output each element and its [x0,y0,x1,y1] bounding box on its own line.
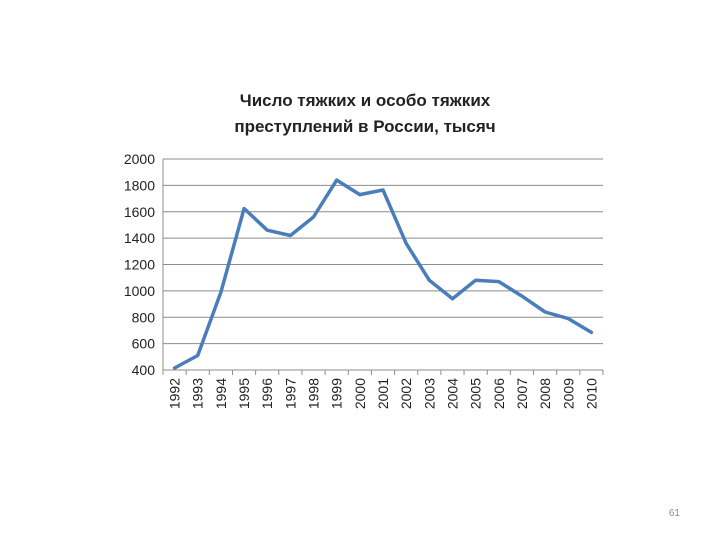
x-tick-label: 1996 [259,378,275,409]
x-tick-label: 2008 [537,378,553,409]
x-tick-label: 1997 [282,378,298,409]
slide-number: 61 [668,508,680,519]
y-tick-label: 2000 [124,151,155,167]
y-tick-label: 1400 [124,230,155,246]
x-tick-label: 2001 [375,378,391,409]
series-line [172,178,594,370]
x-tick-label: 2006 [491,378,507,409]
x-tick-label: 1994 [213,378,229,409]
x-tick-label: 2010 [583,378,599,409]
x-tick-label: 1992 [167,378,183,409]
x-tick-label: 1999 [329,378,345,409]
x-tick-label: 2000 [352,378,368,409]
y-tick-label: 1200 [124,257,155,273]
x-tick-label: 2007 [514,378,530,409]
x-tick-label: 1993 [190,378,206,409]
x-tick-label: 2009 [560,378,576,409]
y-tick-label: 1600 [124,204,155,220]
y-tick-label: 1800 [124,177,155,193]
chart-title-line-2: преступлений в России, тысяч [234,117,496,136]
y-tick-label: 800 [132,309,156,325]
chart-title-line-1: Число тяжких и особо тяжких [239,91,491,110]
x-tick-label: 1995 [236,378,252,409]
x-tick-label: 2004 [444,378,460,409]
chart-title: Число тяжких и особо тяжких преступлений… [150,88,580,140]
x-tick-label: 2002 [398,378,414,409]
y-tick-label: 1000 [124,283,155,299]
x-tick-label: 2003 [421,378,437,409]
x-tick-label: 1998 [306,378,322,409]
y-tick-label: 600 [132,336,156,352]
y-tick-label: 400 [132,362,156,378]
x-tick-label: 2005 [468,378,484,409]
